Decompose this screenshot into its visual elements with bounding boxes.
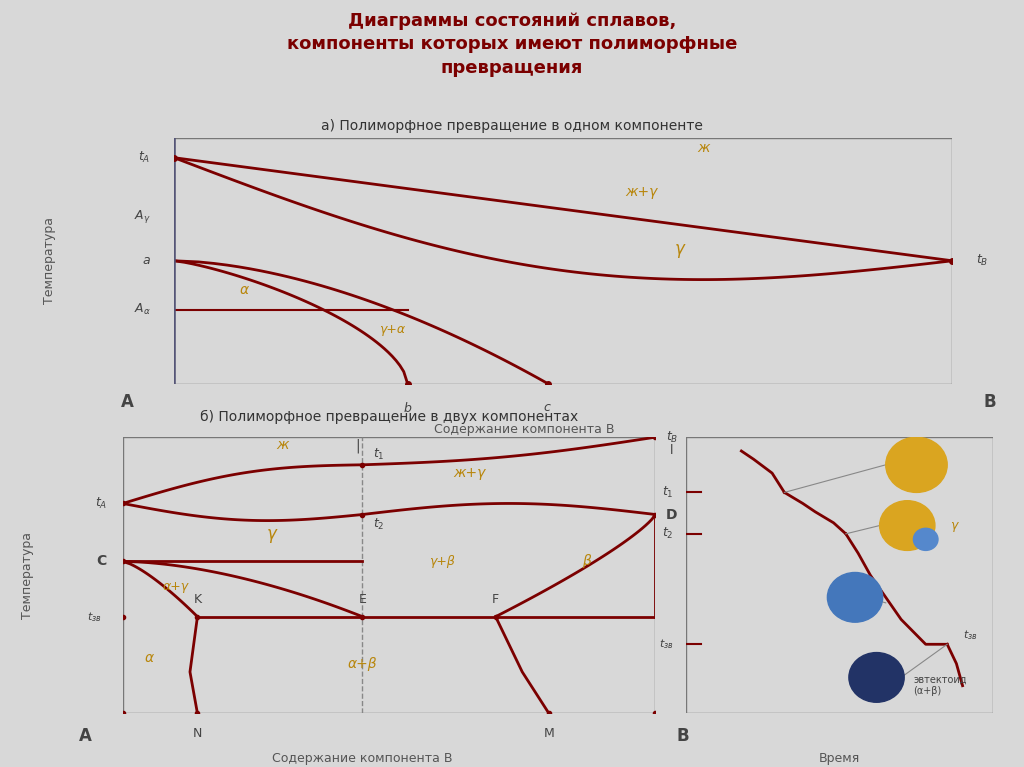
Text: B: B — [677, 727, 689, 745]
Text: $a$: $a$ — [142, 255, 151, 267]
Text: A: A — [79, 727, 92, 745]
Circle shape — [886, 437, 947, 492]
Text: $b$: $b$ — [402, 400, 413, 415]
Text: $t_{зв}$: $t_{зв}$ — [963, 627, 977, 641]
Text: α+γ: α+γ — [163, 580, 189, 593]
Text: $t_A$: $t_A$ — [138, 150, 151, 165]
Circle shape — [849, 653, 904, 703]
Text: N: N — [193, 727, 202, 740]
Text: $t_B$: $t_B$ — [666, 430, 678, 445]
Text: а) Полиморфное превращение в одном компоненте: а) Полиморфное превращение в одном компо… — [322, 119, 702, 133]
Text: $A_γ$: $A_γ$ — [134, 208, 151, 225]
Text: $t_2$: $t_2$ — [663, 526, 674, 542]
Circle shape — [827, 572, 883, 622]
Text: α: α — [240, 283, 249, 298]
Text: $t_B$: $t_B$ — [976, 253, 988, 268]
Text: $c$: $c$ — [544, 400, 552, 413]
Text: B: B — [983, 393, 996, 411]
Text: γ: γ — [675, 239, 685, 258]
Text: γ: γ — [267, 525, 276, 543]
Circle shape — [880, 501, 935, 551]
Text: D: D — [666, 508, 678, 522]
Text: $t_{зв}$: $t_{зв}$ — [659, 637, 674, 651]
Text: M: M — [544, 727, 554, 740]
Text: ж+γ: ж+γ — [453, 466, 485, 480]
Text: $t_1$: $t_1$ — [373, 447, 385, 462]
Text: A: A — [121, 393, 134, 411]
Circle shape — [913, 528, 938, 551]
Text: Время: Время — [819, 752, 860, 765]
Text: α+β: α+β — [348, 657, 377, 670]
Text: $t_{зв}$: $t_{зв}$ — [87, 610, 101, 624]
Text: ж: ж — [697, 141, 710, 155]
Text: γ: γ — [950, 519, 957, 532]
Text: эвтектоид
(α+β): эвтектоид (α+β) — [913, 675, 967, 696]
Text: γ+β: γ+β — [429, 555, 456, 568]
Text: Содержание компонента В: Содержание компонента В — [272, 752, 453, 765]
Text: $A_α$: $A_α$ — [134, 302, 151, 318]
Text: ж+γ: ж+γ — [625, 185, 657, 199]
Text: F: F — [493, 593, 499, 606]
Text: C: C — [96, 555, 106, 568]
Text: Температура: Температура — [20, 532, 34, 619]
Text: l: l — [671, 445, 674, 457]
Text: $t_2$: $t_2$ — [373, 517, 385, 532]
Text: K: K — [194, 593, 202, 606]
Text: Диаграммы состояний сплавов,
компоненты которых имеют полиморфные
превращения: Диаграммы состояний сплавов, компоненты … — [287, 12, 737, 77]
Text: |: | — [355, 438, 359, 453]
Text: $t_1$: $t_1$ — [663, 485, 674, 500]
Text: E: E — [358, 593, 367, 606]
Text: б) Полиморфное превращение в двух компонентах: б) Полиморфное превращение в двух компон… — [200, 410, 579, 424]
Text: β: β — [582, 555, 591, 568]
Text: α: α — [145, 651, 154, 665]
Text: ж: ж — [909, 458, 924, 472]
Text: γ: γ — [851, 591, 859, 604]
Text: γ+α: γ+α — [379, 323, 406, 336]
Text: ж: ж — [276, 439, 289, 453]
Text: Температура: Температура — [43, 217, 56, 304]
Text: Содержание компонента В: Содержание компонента В — [434, 423, 614, 436]
Text: $t_A$: $t_A$ — [94, 496, 106, 511]
